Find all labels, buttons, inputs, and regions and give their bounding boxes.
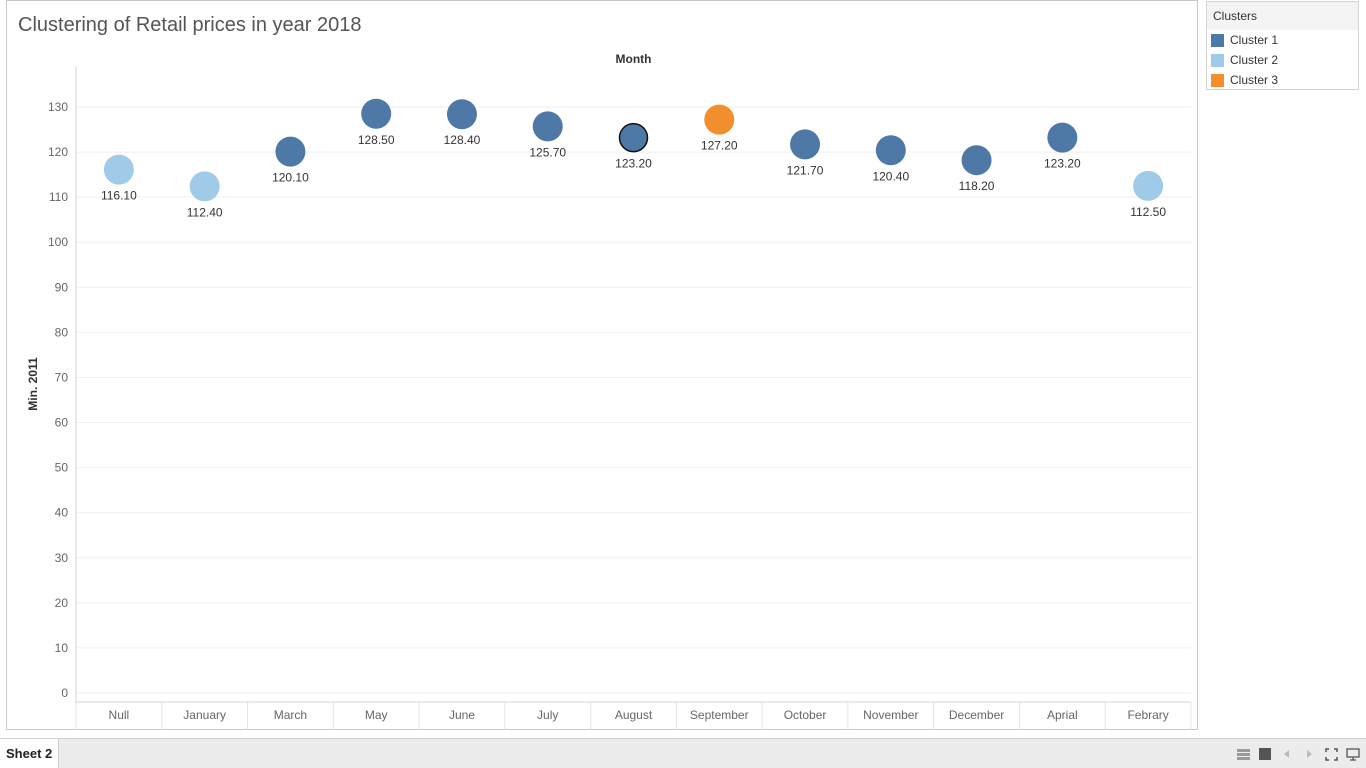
data-label: 120.10 bbox=[272, 171, 309, 185]
next-icon[interactable] bbox=[1302, 747, 1316, 761]
data-point[interactable] bbox=[275, 136, 306, 167]
x-tick-label: December bbox=[949, 708, 1004, 722]
legend-label: Cluster 3 bbox=[1230, 73, 1279, 87]
x-tick-label: Aprial bbox=[1047, 708, 1078, 722]
data-point[interactable] bbox=[790, 129, 821, 160]
column-header: Month bbox=[616, 52, 652, 66]
x-tick-label: July bbox=[537, 708, 558, 722]
y-tick-label: 120 bbox=[48, 145, 68, 159]
clusters-legend[interactable]: Clusters Cluster 1 Cluster 2 Cluster 3 bbox=[1206, 1, 1359, 90]
x-tick-label: Null bbox=[109, 708, 130, 722]
previous-icon[interactable] bbox=[1280, 747, 1294, 761]
legend-swatch bbox=[1211, 53, 1224, 67]
y-tick-label: 100 bbox=[48, 235, 68, 249]
y-tick-label: 60 bbox=[55, 416, 69, 430]
y-tick-label: 70 bbox=[55, 370, 69, 384]
data-label: 123.20 bbox=[615, 157, 652, 171]
legend-label: Cluster 1 bbox=[1230, 33, 1279, 47]
x-tick-label: September bbox=[690, 708, 749, 722]
data-label: 123.20 bbox=[1044, 157, 1081, 171]
y-tick-label: 30 bbox=[55, 551, 69, 565]
x-tick-label: November bbox=[863, 708, 918, 722]
y-tick-label: 10 bbox=[55, 641, 69, 655]
data-label: 116.10 bbox=[101, 189, 137, 203]
data-label: 125.70 bbox=[529, 145, 566, 159]
x-tick-label: Febrary bbox=[1127, 708, 1168, 722]
y-axis-title: Min. 2011 bbox=[26, 357, 40, 411]
data-point[interactable] bbox=[1047, 122, 1078, 153]
legend-item-cluster-3[interactable]: Cluster 3 bbox=[1207, 70, 1358, 90]
data-point[interactable] bbox=[1133, 170, 1164, 201]
x-tick-label: January bbox=[183, 708, 226, 722]
data-label: 118.20 bbox=[959, 179, 995, 193]
y-tick-label: 110 bbox=[49, 190, 68, 204]
y-tick-label: 90 bbox=[55, 280, 69, 294]
data-point[interactable] bbox=[103, 154, 134, 185]
x-tick-label: August bbox=[615, 708, 653, 722]
data-point[interactable] bbox=[189, 171, 220, 202]
filmstrip-icon[interactable] bbox=[1258, 747, 1272, 761]
y-tick-label: 50 bbox=[55, 461, 69, 475]
data-point[interactable] bbox=[446, 99, 477, 130]
legend-item-cluster-2[interactable]: Cluster 2 bbox=[1207, 50, 1358, 70]
data-label: 127.20 bbox=[701, 139, 738, 153]
data-label: 121.70 bbox=[787, 163, 824, 177]
navigation-controls bbox=[1236, 745, 1360, 763]
x-tick-label: March bbox=[274, 708, 307, 722]
presentation-mode-icon[interactable] bbox=[1346, 747, 1360, 761]
data-point[interactable] bbox=[961, 145, 992, 176]
sheet-tab-bar: Sheet 2 bbox=[0, 738, 1366, 768]
y-tick-label: 0 bbox=[61, 686, 68, 700]
data-point[interactable] bbox=[875, 135, 906, 166]
fit-to-screen-icon[interactable] bbox=[1324, 747, 1338, 761]
sheet-tab-sheet-2[interactable]: Sheet 2 bbox=[0, 739, 60, 768]
y-tick-label: 40 bbox=[55, 506, 69, 520]
legend-item-cluster-1[interactable]: Cluster 1 bbox=[1207, 30, 1358, 50]
legend-swatch bbox=[1211, 73, 1224, 87]
x-tick-label: May bbox=[365, 708, 388, 722]
show-sheets-icon[interactable] bbox=[1236, 747, 1250, 761]
data-point[interactable] bbox=[532, 111, 563, 142]
legend-swatch bbox=[1211, 33, 1224, 47]
data-label: 120.40 bbox=[872, 169, 909, 183]
worksheet-view: Clustering of Retail prices in year 2018… bbox=[6, 0, 1198, 730]
data-label: 112.40 bbox=[187, 205, 223, 219]
y-tick-label: 130 bbox=[48, 100, 68, 114]
chart-title: Clustering of Retail prices in year 2018 bbox=[18, 14, 362, 36]
x-tick-label: October bbox=[784, 708, 827, 722]
scatter-chart[interactable]: 0 10 20 30 40 50 60 70 80 90 100 110 120 130 Month Min.… bbox=[7, 1, 1199, 731]
data-label: 128.50 bbox=[358, 133, 395, 147]
data-point[interactable] bbox=[618, 122, 649, 153]
data-point[interactable] bbox=[361, 98, 392, 129]
data-label: 128.40 bbox=[444, 133, 481, 147]
x-tick-label: June bbox=[449, 708, 475, 722]
data-point[interactable] bbox=[704, 104, 735, 135]
data-label: 112.50 bbox=[1130, 205, 1166, 219]
legend-title: Clusters bbox=[1207, 2, 1358, 30]
y-tick-label: 20 bbox=[55, 596, 69, 610]
legend-label: Cluster 2 bbox=[1230, 53, 1279, 67]
y-tick-label: 80 bbox=[55, 325, 69, 339]
